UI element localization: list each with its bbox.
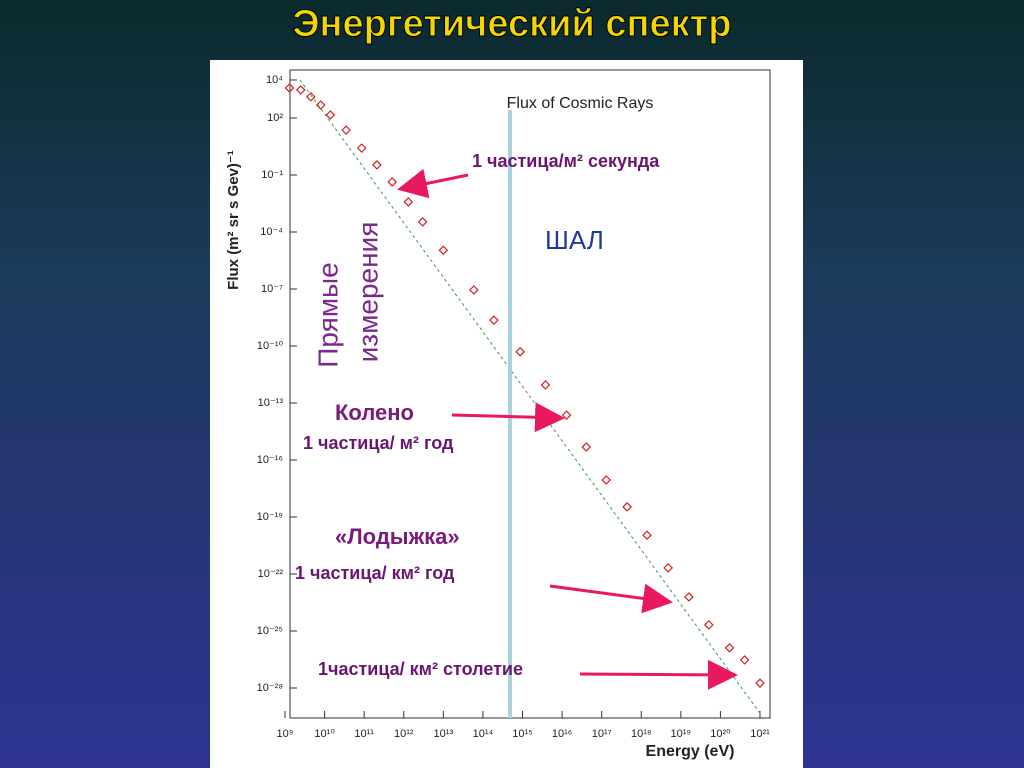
x-tick-label: 10¹⁶: [552, 728, 572, 740]
annotation: измерения: [352, 222, 383, 363]
data-point: [739, 655, 750, 665]
data-point: [540, 380, 551, 390]
data-point: [601, 475, 612, 485]
data-point: [295, 85, 306, 95]
fit-line: [299, 79, 763, 717]
x-tick-label: 10⁹: [277, 728, 294, 740]
data-point: [622, 502, 632, 512]
annotation: ШАЛ: [545, 225, 604, 255]
arrows: [397, 168, 738, 690]
x-tick-label: 10¹⁹: [671, 728, 692, 740]
y-tick-label: 10⁻²⁸: [257, 682, 283, 694]
data-point: [315, 100, 326, 110]
data-point: [403, 197, 414, 207]
annotation: 1 частица/ км² год: [295, 563, 455, 583]
data-point: [284, 83, 295, 93]
x-tick-label: 10¹¹: [354, 728, 374, 740]
y-tick-label: 10⁴: [266, 74, 283, 86]
data-point: [703, 620, 714, 630]
annotation: «Лодыжка»: [335, 524, 460, 549]
slide-title: Энергетический спектр: [293, 3, 732, 45]
chart: 10⁴ 10² 10⁻¹ 10⁻⁴ 10⁻⁷ 10⁻¹⁰ 10⁻¹³ 10⁻¹⁶ 10⁻¹⁹ 10…: [257, 74, 771, 740]
x-tick-label: 10¹⁴: [473, 728, 494, 740]
plot-frame: [289, 69, 771, 719]
annotation: 1 частица/м² секунда: [472, 151, 660, 171]
annotation: Прямые: [312, 262, 343, 368]
x-tick-label: 10¹⁸: [631, 728, 652, 740]
data-point: [642, 530, 652, 541]
arrow: [549, 583, 673, 614]
data-point: [356, 143, 367, 153]
y-tick-label: 10⁻⁷: [261, 283, 283, 295]
data-point: [372, 160, 382, 170]
data-point: [581, 442, 592, 452]
chart-panel: [210, 60, 803, 768]
x-tick-label: 10¹³: [434, 728, 454, 740]
y-tick-label: 10⁻²²: [258, 568, 284, 580]
y-tick-label: 10⁻¹: [261, 169, 283, 181]
annotation: 1 частица/ м² год: [303, 433, 454, 453]
y-tick-label: 10⁻¹⁶: [257, 454, 283, 466]
x-tick-label: 10²¹: [750, 728, 770, 740]
data-point: [684, 592, 694, 602]
annotations: 1 частица/м² секунда ШАЛ Прямые измерени…: [295, 151, 660, 679]
arrow: [397, 168, 469, 199]
x-tick-label: 10²⁰: [710, 728, 731, 740]
y-tick-label: 10⁻¹⁰: [257, 340, 284, 352]
data-point: [515, 346, 525, 357]
data-point: [325, 110, 336, 120]
y-tick-label: 10⁻²⁵: [257, 625, 283, 637]
y-tick-label: 10⁻¹³: [258, 397, 284, 409]
annotation: Колено: [335, 400, 414, 425]
y-tick-label: 10²: [267, 112, 283, 124]
data-point: [438, 245, 449, 256]
data-point: [663, 563, 674, 573]
data-point: [468, 285, 479, 295]
x-axis-label: Energy (eV): [646, 743, 735, 760]
y-axis-label: Flux (m² sr s Gev)⁻¹: [225, 150, 242, 290]
annotation: 1частица/ км² столетие: [318, 659, 523, 679]
data-point: [724, 642, 735, 653]
data-point: [341, 125, 351, 135]
y-tick-label: 10⁻⁴: [260, 226, 283, 238]
data-point: [306, 91, 316, 102]
arrow: [579, 659, 738, 690]
data-point: [387, 177, 398, 187]
y-tick-label: 10⁻¹⁹: [257, 511, 283, 523]
data-point: [417, 217, 428, 227]
data-point: [755, 678, 765, 688]
x-tick-label: 10¹⁷: [592, 728, 612, 740]
arrow: [451, 402, 565, 433]
chart-title: Flux of Cosmic Rays: [507, 95, 654, 112]
x-tick-label: 10¹⁵: [512, 728, 532, 740]
data-point: [489, 315, 499, 325]
x-tick-label: 10¹²: [394, 728, 414, 740]
x-tick-label: 10¹⁰: [314, 728, 335, 740]
